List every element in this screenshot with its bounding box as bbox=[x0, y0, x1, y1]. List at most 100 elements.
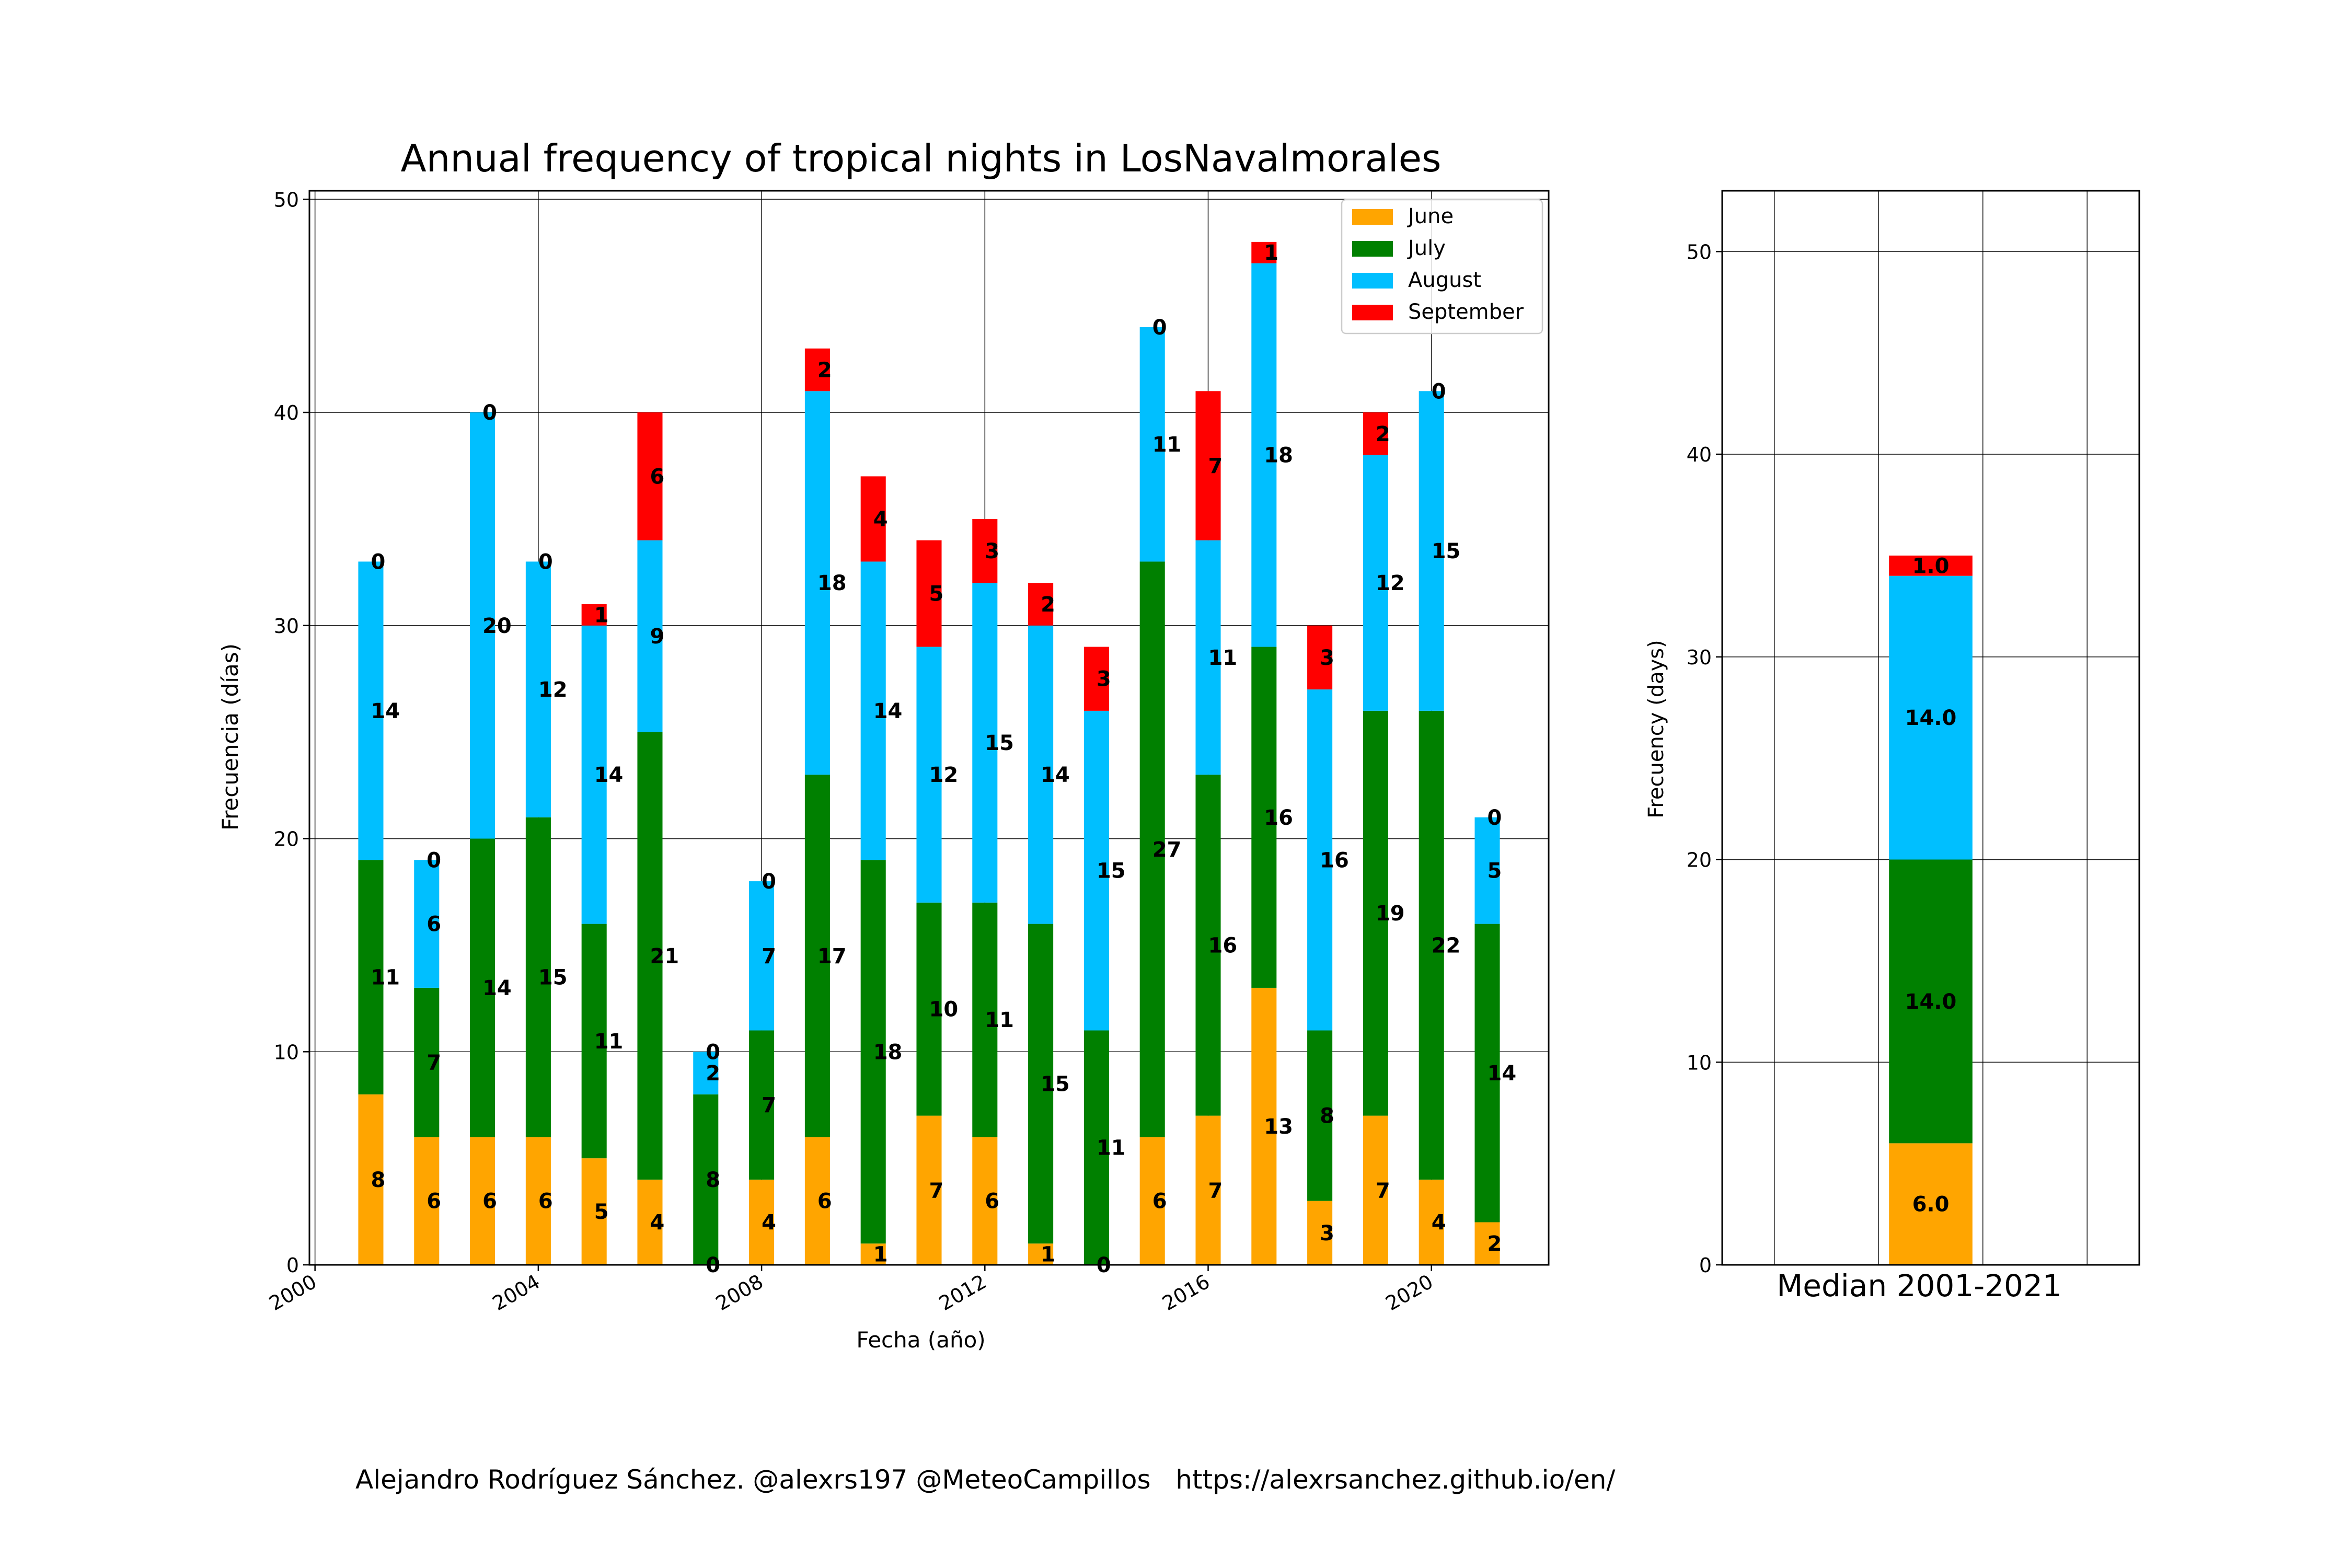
bar-august-2001 bbox=[358, 561, 384, 860]
bar-september-2014 bbox=[1083, 647, 1109, 711]
main-y-tick-label: 20 bbox=[274, 828, 299, 851]
bar-label-september-2017: 1 bbox=[1264, 241, 1278, 265]
bar-july-2021 bbox=[1474, 924, 1500, 1223]
bar-label-june-2018: 3 bbox=[1320, 1221, 1334, 1246]
bar-label-july-2013: 15 bbox=[1041, 1072, 1070, 1096]
bar-label-september-2013: 2 bbox=[1041, 593, 1055, 617]
bar-label-august-2015: 11 bbox=[1152, 433, 1182, 457]
legend-swatch-june bbox=[1352, 209, 1393, 225]
bar-label-july-2017: 16 bbox=[1264, 806, 1293, 830]
bar-august-2010 bbox=[860, 561, 886, 860]
bar-label-june-2020: 4 bbox=[1432, 1210, 1446, 1235]
bar-june-2019 bbox=[1363, 1115, 1388, 1265]
bar-august-2006 bbox=[637, 540, 663, 732]
bar-label-august-2011: 12 bbox=[929, 763, 959, 787]
bar-june-2002 bbox=[414, 1137, 440, 1265]
bar-label-july-2002: 7 bbox=[426, 1051, 441, 1075]
median-bar-label-september: 1.0 bbox=[1912, 554, 1950, 578]
bar-label-august-2021: 5 bbox=[1488, 859, 1502, 883]
bar-label-september-2019: 2 bbox=[1376, 422, 1390, 446]
bar-label-september-2008: 0 bbox=[762, 870, 776, 894]
bar-label-june-2012: 6 bbox=[985, 1190, 999, 1214]
bar-label-september-2007: 0 bbox=[706, 1040, 720, 1064]
bar-label-july-2007: 8 bbox=[706, 1168, 720, 1192]
bar-label-july-2020: 22 bbox=[1432, 933, 1461, 958]
bar-label-june-2013: 1 bbox=[1041, 1243, 1055, 1267]
bar-september-2010 bbox=[860, 476, 886, 562]
median-bar-july bbox=[1889, 859, 1973, 1144]
bar-july-2009 bbox=[804, 775, 830, 1137]
median-chart: 6.0 14.0 14.0 1.0 0 10 20 30 40 50 Median 2001-2… bbox=[1644, 190, 2140, 1304]
bar-august-2018 bbox=[1307, 689, 1333, 1031]
bar-label-june-2017: 13 bbox=[1264, 1115, 1293, 1139]
bar-label-july-2014: 11 bbox=[1097, 1136, 1126, 1160]
bar-june-2018 bbox=[1307, 1201, 1333, 1265]
bar-august-2021 bbox=[1474, 817, 1500, 924]
bar-label-september-2009: 2 bbox=[817, 359, 832, 383]
legend: June July August September bbox=[1341, 199, 1543, 335]
bar-june-2016 bbox=[1195, 1115, 1221, 1265]
bar-july-2019 bbox=[1363, 710, 1388, 1116]
main-y-tick-label: 0 bbox=[286, 1254, 299, 1277]
legend-swatch-september bbox=[1352, 305, 1393, 320]
bar-september-2018 bbox=[1307, 625, 1333, 690]
bar-label-july-2019: 19 bbox=[1376, 902, 1405, 926]
main-y-axis-label: Frecuencia (días) bbox=[217, 643, 243, 831]
median-y-tick-label: 10 bbox=[1687, 1051, 1712, 1074]
median-bar-label-june: 6.0 bbox=[1912, 1193, 1950, 1217]
bar-label-july-2001: 11 bbox=[371, 966, 400, 990]
bar-label-august-2005: 14 bbox=[594, 763, 624, 787]
bar-july-2001 bbox=[358, 860, 384, 1094]
legend-box bbox=[1341, 199, 1543, 335]
main-y-tick-label: 30 bbox=[274, 615, 299, 638]
median-y-tick-label: 40 bbox=[1687, 443, 1712, 466]
legend-label-august: August bbox=[1408, 268, 1481, 292]
median-bar-august bbox=[1889, 575, 1973, 860]
bar-label-august-2010: 14 bbox=[873, 699, 903, 723]
bar-june-2021 bbox=[1474, 1222, 1500, 1265]
bar-july-2008 bbox=[749, 1030, 775, 1180]
median-category-label: Median 2001-2021 bbox=[1777, 1268, 2062, 1304]
bar-september-2011 bbox=[916, 540, 942, 647]
bar-august-2007 bbox=[693, 1052, 719, 1094]
bar-label-july-2010: 18 bbox=[873, 1040, 903, 1064]
bar-august-2005 bbox=[581, 625, 607, 924]
bar-label-june-2016: 7 bbox=[1208, 1179, 1223, 1203]
median-y-tick-label: 50 bbox=[1687, 240, 1712, 263]
bar-label-july-2004: 15 bbox=[538, 966, 568, 990]
bar-september-2017 bbox=[1251, 241, 1277, 263]
bar-label-august-2018: 16 bbox=[1320, 848, 1349, 872]
bar-september-2005 bbox=[581, 604, 607, 626]
bar-june-2012 bbox=[972, 1137, 998, 1265]
bar-august-2002 bbox=[414, 860, 440, 988]
bar-label-july-2009: 17 bbox=[817, 944, 847, 969]
bar-label-september-2005: 1 bbox=[594, 603, 609, 627]
bar-label-september-2011: 5 bbox=[929, 582, 944, 606]
bar-label-august-2009: 18 bbox=[817, 571, 847, 595]
median-bar-labels: 6.0 14.0 14.0 1.0 bbox=[1905, 554, 1957, 1216]
main-plot-frame bbox=[308, 190, 1550, 1266]
bar-label-june-2008: 4 bbox=[762, 1210, 776, 1235]
bar-label-july-2021: 14 bbox=[1488, 1062, 1517, 1086]
bar-label-september-2016: 7 bbox=[1208, 454, 1223, 478]
median-y-axis-label: Frecuency (days) bbox=[1644, 640, 1668, 818]
median-bar-label-august: 14.0 bbox=[1905, 706, 1957, 730]
bar-label-august-2012: 15 bbox=[985, 731, 1014, 755]
bar-august-2013 bbox=[1028, 625, 1054, 924]
bar-july-2006 bbox=[637, 732, 663, 1180]
main-y-tick-label: 40 bbox=[274, 401, 299, 424]
bar-label-june-2009: 6 bbox=[817, 1190, 832, 1214]
bar-june-2008 bbox=[749, 1179, 775, 1265]
main-bar-labels: 8111406760614200615120511141421960820477… bbox=[371, 241, 1516, 1277]
bar-july-2002 bbox=[414, 987, 440, 1137]
bar-september-2009 bbox=[804, 348, 830, 391]
bar-label-august-2020: 15 bbox=[1432, 539, 1461, 563]
bar-august-2014 bbox=[1083, 710, 1109, 1031]
bar-label-july-2012: 11 bbox=[985, 1008, 1014, 1032]
legend-label-july: July bbox=[1406, 236, 1446, 260]
median-axis-ticks: 0 10 20 30 40 50 bbox=[1687, 240, 1722, 1277]
median-bar-label-july: 14.0 bbox=[1905, 990, 1957, 1014]
bar-september-2016 bbox=[1195, 391, 1221, 540]
median-y-tick-label: 20 bbox=[1687, 849, 1712, 872]
bar-label-september-2014: 3 bbox=[1097, 667, 1111, 691]
